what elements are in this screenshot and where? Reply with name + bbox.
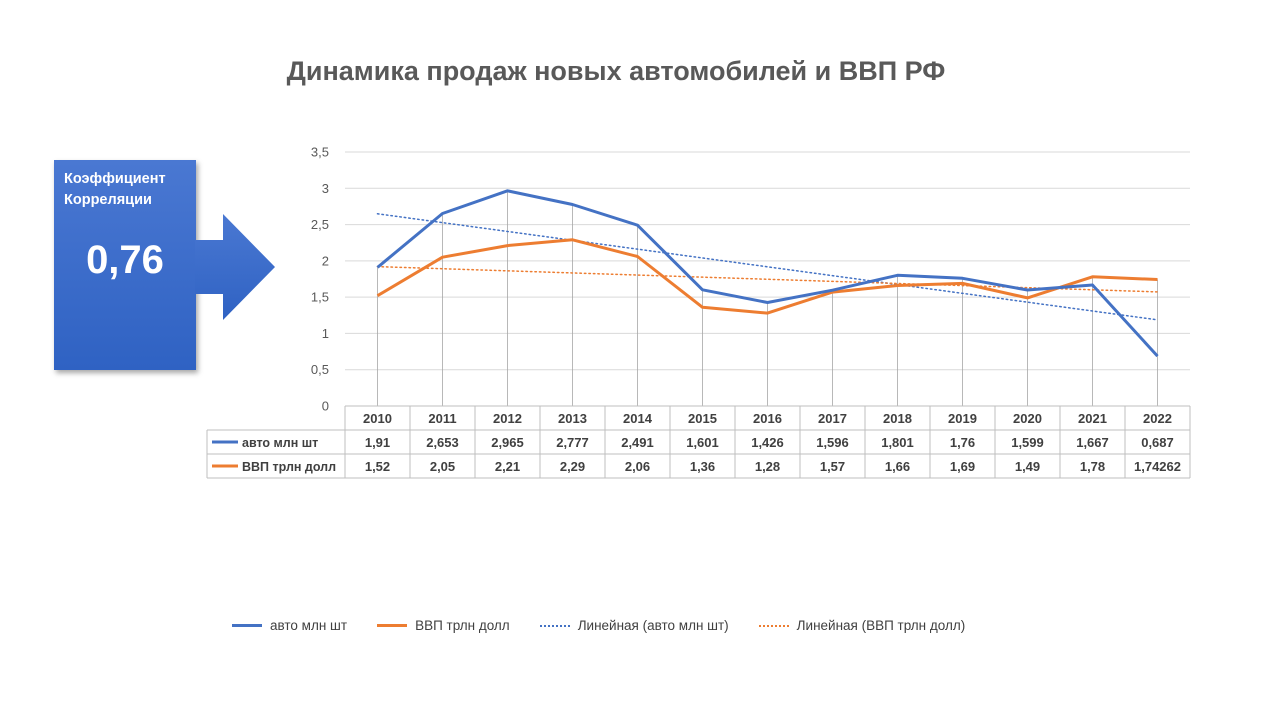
x-tick-label: 2022 xyxy=(1143,411,1172,426)
correlation-callout: Коэффициент Корреляции xyxy=(54,160,196,370)
y-tick-label: 3,5 xyxy=(311,145,329,160)
y-tick-label: 3 xyxy=(322,181,329,196)
table-cell: 2,965 xyxy=(491,435,524,450)
legend-swatch-auto-trend xyxy=(539,624,570,627)
series-line-gdp xyxy=(376,238,1158,315)
x-tick-label: 2014 xyxy=(623,411,653,426)
table-cell: 1,66 xyxy=(885,459,910,474)
table-cell: 2,491 xyxy=(621,435,654,450)
legend-swatch-auto xyxy=(232,624,262,627)
callout-arrow-icon xyxy=(195,214,275,320)
table-cell: 1,801 xyxy=(881,435,914,450)
table-cell: 1,28 xyxy=(755,459,780,474)
legend-label-gdp-trend: Линейная (ВВП трлн долл) xyxy=(796,618,966,633)
table-cell: 1,52 xyxy=(365,459,390,474)
trendlines xyxy=(376,213,1159,321)
x-tick-label: 2019 xyxy=(948,411,977,426)
x-tick-label: 2013 xyxy=(558,411,587,426)
x-tick-label: 2021 xyxy=(1078,411,1107,426)
table-cell: 2,29 xyxy=(560,459,585,474)
legend-label-auto-trend: Линейная (авто млн шт) xyxy=(577,618,729,633)
legend-item-gdp-trend: Линейная (ВВП трлн долл) xyxy=(758,618,966,633)
table-series-name: авто млн шт xyxy=(242,436,318,450)
table-cell: 2,777 xyxy=(556,435,589,450)
y-tick-label: 0,5 xyxy=(311,362,329,377)
series-lines xyxy=(376,189,1159,358)
correlation-value: 0,76 xyxy=(86,238,164,282)
x-tick-label: 2012 xyxy=(493,411,522,426)
table-cell: 2,21 xyxy=(495,459,520,474)
x-tick-label: 2018 xyxy=(883,411,912,426)
legend-label-auto: авто млн шт xyxy=(270,618,348,633)
table-cell: 0,687 xyxy=(1141,435,1174,450)
series-line-auto xyxy=(376,189,1159,358)
table-series-name: ВВП трлн долл xyxy=(242,460,336,474)
table-cell: 1,426 xyxy=(751,435,784,450)
trendline-auto xyxy=(376,213,1159,321)
x-tick-label: 2020 xyxy=(1013,411,1042,426)
x-tick-label: 2016 xyxy=(753,411,782,426)
table-cell: 1,76 xyxy=(950,435,975,450)
table-cell: 2,05 xyxy=(430,459,455,474)
table-cell: 1,69 xyxy=(950,459,975,474)
table-cell: 2,06 xyxy=(625,459,650,474)
table-cell: 1,91 xyxy=(365,435,390,450)
x-tick-label: 2017 xyxy=(818,411,847,426)
chart-legend: авто млн шт ВВП трлн долл Линейная (авто… xyxy=(232,618,965,633)
table-cell: 1,596 xyxy=(816,435,849,450)
y-tick-label: 2,5 xyxy=(311,217,329,232)
table-cell: 1,599 xyxy=(1011,435,1044,450)
y-tick-label: 0 xyxy=(322,399,329,414)
legend-item-gdp: ВВП трлн долл xyxy=(377,618,510,633)
correlation-label: Коэффициент Корреляции xyxy=(64,171,166,208)
y-tick-label: 1 xyxy=(322,326,329,341)
legend-item-auto-trend: Линейная (авто млн шт) xyxy=(539,618,729,633)
y-tick-label: 1,5 xyxy=(311,290,329,305)
table-cell: 1,78 xyxy=(1080,459,1105,474)
x-tick-label: 2011 xyxy=(428,411,456,426)
legend-swatch-gdp-trend xyxy=(758,624,789,627)
legend-label-gdp: ВВП трлн долл xyxy=(415,618,510,633)
table-cell: 1,601 xyxy=(686,435,719,450)
chart-title: Динамика продаж новых автомобилей и ВВП … xyxy=(286,56,946,86)
table-cell: 1,74262 xyxy=(1134,459,1181,474)
x-tick-label: 2015 xyxy=(688,411,717,426)
table-cell: 1,57 xyxy=(820,459,845,474)
legend-swatch-gdp xyxy=(377,624,408,627)
y-tick-label: 2 xyxy=(322,253,329,268)
data-table: 2010 2011 2012 2013 2014 2015 2016 2017 2018 2019… xyxy=(206,405,1191,479)
table-cell: 2,653 xyxy=(426,435,459,450)
x-tick-label: 2010 xyxy=(363,411,392,426)
table-cell: 1,667 xyxy=(1076,435,1109,450)
legend-item-auto: авто млн шт xyxy=(232,618,347,633)
table-cell: 1,49 xyxy=(1015,459,1040,474)
trendline-gdp xyxy=(376,265,1159,293)
table-cell: 1,36 xyxy=(690,459,715,474)
